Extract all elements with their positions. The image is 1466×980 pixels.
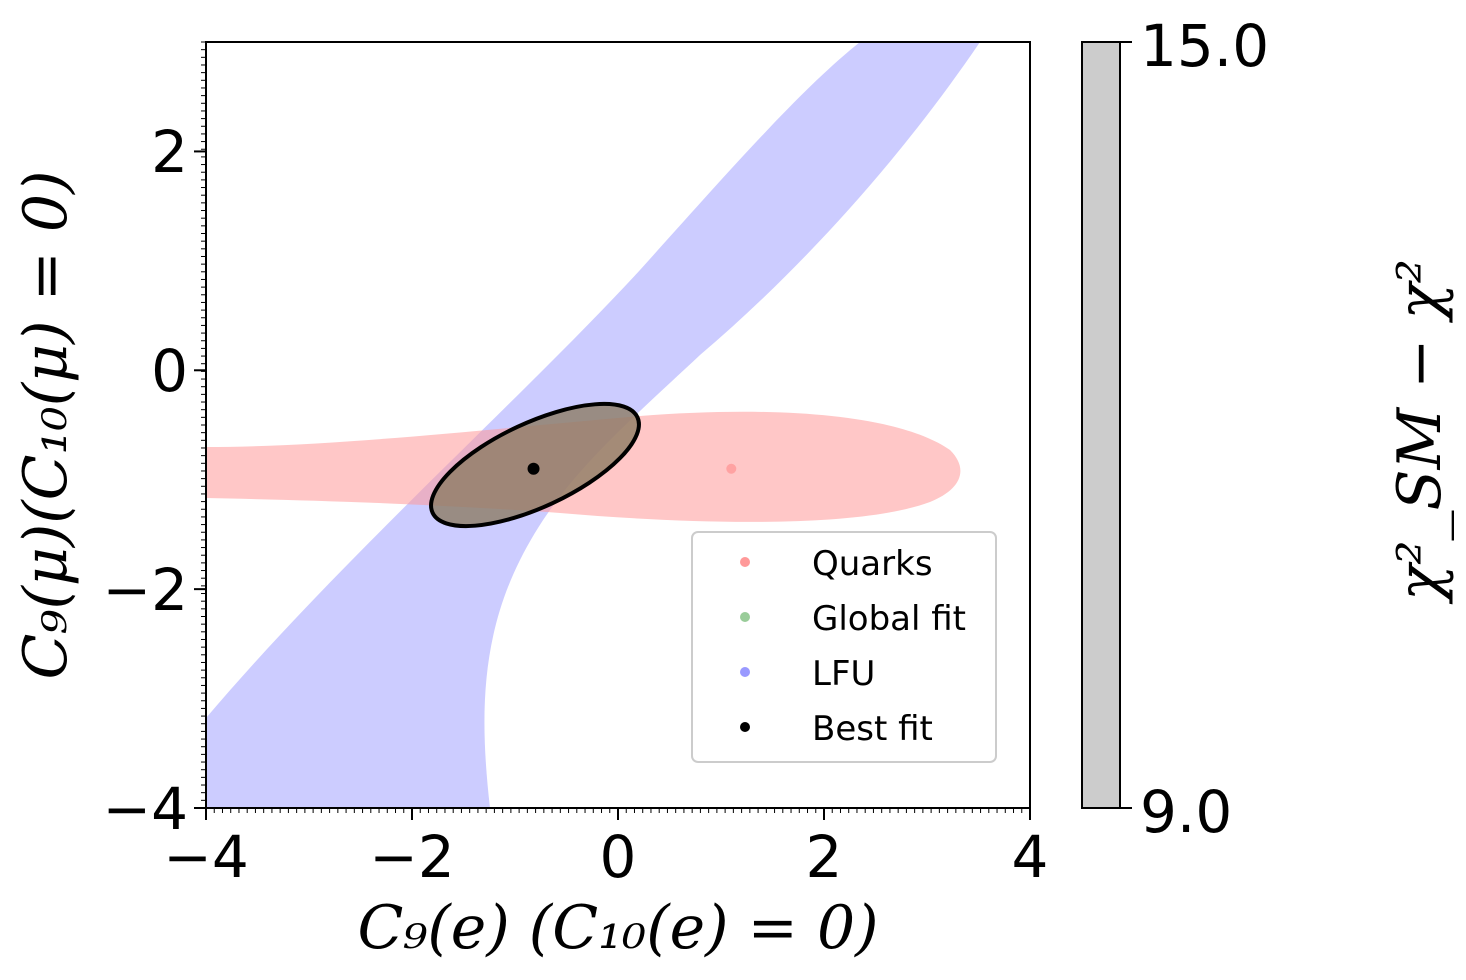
y-tick-label: 2: [151, 118, 188, 186]
y-tick-label: −2: [103, 556, 189, 624]
data-points: [527, 462, 737, 475]
quarks-point: [726, 463, 737, 474]
legend-label-lfu: LFU: [812, 654, 875, 694]
colorbar-tick-label-top: 15.0: [1140, 12, 1269, 80]
legend-label-global-fit: Global fit: [812, 599, 966, 639]
y-tick-label: 0: [151, 337, 188, 405]
legend-marker-global-fit: [740, 612, 750, 622]
x-tick-label: 4: [1012, 823, 1049, 891]
axis-ticks: [194, 41, 1031, 820]
best-fit-point: [527, 462, 540, 475]
y-tick-label: −4: [103, 775, 189, 843]
colorbar-label: χ²_SM − χ²: [1385, 259, 1455, 605]
legend-label-quarks: Quarks: [812, 544, 933, 584]
y-axis-label: C₉(μ)(C₁₀(μ) = 0): [11, 170, 81, 679]
legend-box: [691, 531, 997, 763]
x-tick-labels: −4 −2 0 2 4: [163, 823, 1048, 891]
x-tick-label: −4: [163, 823, 249, 891]
plot-regions: [206, 42, 980, 808]
legend: Quarks Global fit LFU Best fit: [691, 531, 997, 763]
legend-marker-quarks: [740, 557, 750, 567]
legend-marker-lfu: [740, 667, 750, 677]
legend-marker-best-fit: [740, 722, 750, 732]
x-tick-label: −2: [369, 823, 455, 891]
x-tick-label: 2: [806, 823, 843, 891]
x-tick-label: 0: [600, 823, 637, 891]
x-axis-label: C₉(e) (C₁₀(e) = 0): [357, 893, 878, 963]
colorbar-bar: [1081, 41, 1121, 809]
y-tick-labels: −4 −2 0 2: [103, 118, 189, 843]
legend-label-best-fit: Best fit: [812, 709, 933, 749]
colorbar: 15.0 9.0 χ²_SM − χ²: [1081, 12, 1455, 846]
colorbar-tick-label-bottom: 9.0: [1140, 778, 1232, 846]
